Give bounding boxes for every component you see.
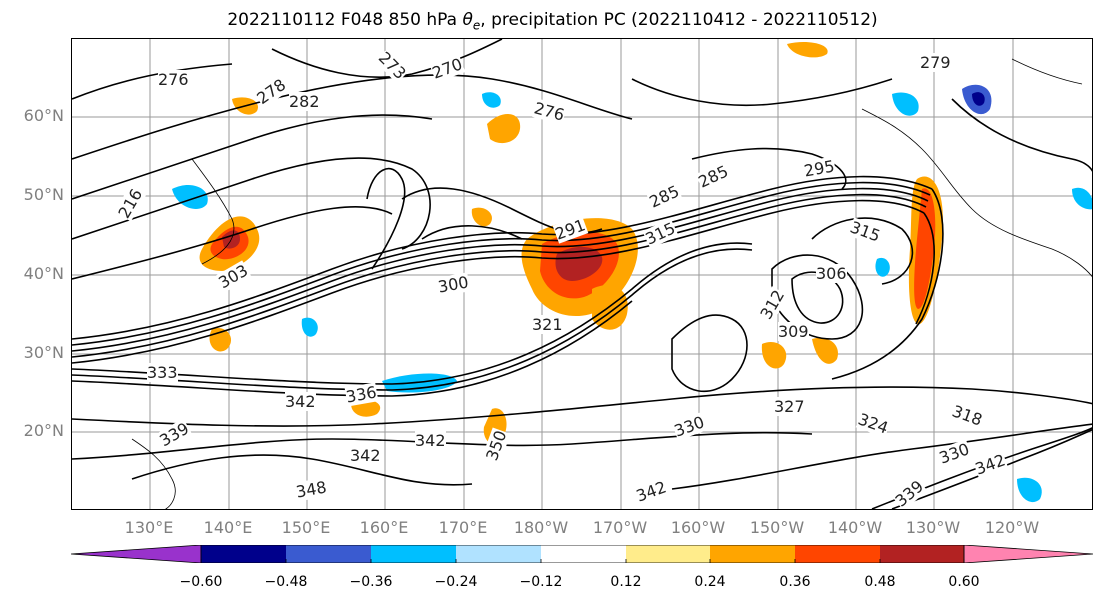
lat-label-30: 30°N (23, 343, 64, 362)
map-panel: 276 273 270 278 282 276 279 216 285 285 … (71, 38, 1093, 510)
colorbar (71, 545, 1093, 563)
lat-label-40: 40°N (23, 264, 64, 283)
contour-label-342a: 342 (285, 392, 316, 411)
colorbar-arrow-left (71, 545, 202, 563)
colorbar-tick-5: −0.12 (519, 574, 563, 590)
contour-label-279: 279 (920, 53, 951, 72)
colorbar-bin-6 (626, 545, 710, 563)
colorbar-tick-9: 0.48 (864, 574, 896, 590)
colorbar-tick-4: −0.24 (434, 574, 478, 590)
lon-label-130w: 130°W (905, 518, 961, 537)
colorbar-tick-10: 0.60 (948, 574, 980, 590)
lon-label-180w: 180°W (513, 518, 569, 537)
lon-label-120w: 120°W (984, 518, 1040, 537)
title-prefix: 2022110112 F048 850 hPa (227, 10, 463, 30)
colorbar-bin-8 (795, 545, 880, 563)
lon-label-140e: 140°E (203, 518, 253, 537)
colorbar-outline (200, 545, 965, 563)
map-canvas (72, 39, 1092, 509)
title-theta: θ (462, 10, 473, 30)
colorbar-bin-5 (541, 545, 626, 563)
colorbar-bin-2 (286, 545, 371, 563)
contour-label-342b: 342 (415, 431, 446, 450)
colorbar-tick-2: −0.48 (264, 574, 308, 590)
colorbar-arrow-right (963, 545, 1093, 563)
lon-label-150w: 150°W (749, 518, 805, 537)
colorbar-ticks (200, 559, 965, 563)
lat-label-50: 50°N (23, 185, 64, 204)
colorbar-tick-6: 0.12 (610, 574, 642, 590)
title-suffix: , precipitation PC (2022110412 - 2022110… (480, 10, 878, 30)
colorbar-bin-7 (710, 545, 795, 563)
title-subscript: e (472, 18, 481, 33)
contour-label-342c: 342 (350, 446, 381, 465)
lat-label-60: 60°N (23, 106, 64, 125)
lon-label-170e: 170°E (438, 518, 488, 537)
colorbar-tick-1: −0.60 (179, 574, 223, 590)
colorbar-bin-4 (456, 545, 541, 563)
lon-label-140w: 140°W (827, 518, 883, 537)
contour-label-276a: 276 (158, 70, 189, 89)
lon-label-130e: 130°E (124, 518, 174, 537)
colorbar-tick-8: 0.36 (779, 574, 811, 590)
colorbar-tick-3: −0.36 (349, 574, 393, 590)
contour-label-306: 306 (816, 264, 847, 283)
lon-label-150e: 150°E (281, 518, 331, 537)
colorbar-tick-7: 0.24 (694, 574, 726, 590)
colorbar-bin-1 (201, 545, 286, 563)
lon-label-160w: 160°W (670, 518, 726, 537)
contour-label-321: 321 (532, 315, 563, 334)
colorbar-bin-9 (880, 545, 964, 563)
lat-label-20: 20°N (23, 421, 64, 440)
lon-label-170w: 170°W (592, 518, 648, 537)
contour-label-309: 309 (778, 322, 809, 341)
colorbar-bin-3 (371, 545, 456, 563)
map-title: 2022110112 F048 850 hPa θe, precipitatio… (0, 10, 1105, 32)
contour-label-282: 282 (289, 92, 320, 111)
contour-label-327: 327 (774, 397, 805, 416)
precipitation-shading (172, 42, 1092, 503)
coastlines (131, 58, 1092, 509)
lon-label-160e: 160°E (359, 518, 409, 537)
contour-label-333: 333 (147, 363, 178, 382)
